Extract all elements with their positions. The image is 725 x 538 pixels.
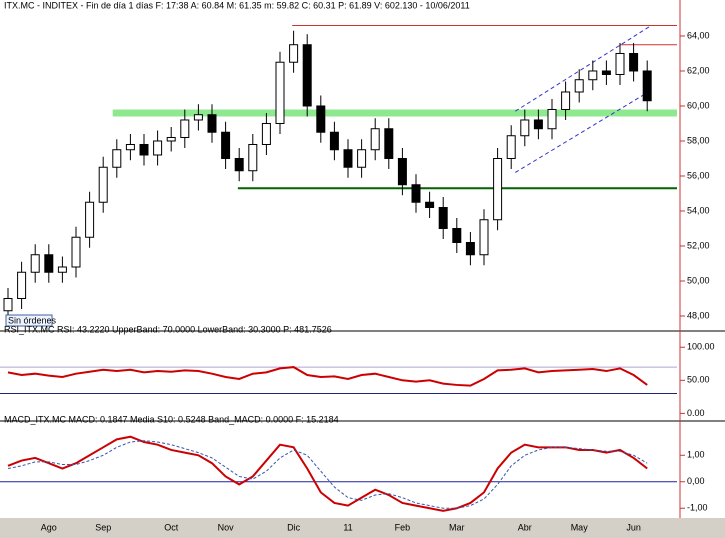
candle-body [397,157,407,186]
candle-body [207,114,217,133]
candle-body [629,52,639,72]
x-tick-label: Abr [518,522,532,532]
candle-body [125,143,135,151]
x-tick-label: 11 [343,522,352,532]
y-tick-label: 58,00 [687,135,710,145]
candle-body [275,61,285,124]
candle-body [44,254,54,273]
series-line [7,440,648,509]
candle-body [234,157,244,172]
x-tick-label: Feb [395,522,411,532]
y-tick-label: 62,00 [687,65,710,75]
candle-body [139,143,149,156]
candle-body [261,122,271,145]
candle-body [601,70,611,75]
candle-body [465,241,475,256]
x-tick-label: Dic [287,522,300,532]
panel-header: MACD_ITX.MC MACD: 0.1847 Media S10: 0.52… [4,414,339,424]
x-tick-label: Jun [626,522,641,532]
candle-body [533,119,543,130]
candle-body [289,44,299,63]
y-tick-label: 56,00 [687,170,710,180]
candle-body [357,149,367,168]
y-tick-label: 50.00 [687,375,710,385]
y-tick-label: 1,00 [687,450,705,460]
candle-body [85,201,95,238]
candle-body [493,157,503,221]
panel-header: RSI_ITX.MC RSI: 43.2220 UpperBand: 70.00… [4,324,332,334]
candle-body [248,143,258,172]
x-tick-label: Sep [95,522,111,532]
y-tick-label: 100.00 [687,342,715,352]
candle-body [17,271,27,299]
candle-body [343,149,353,168]
candle-body [588,70,598,81]
candle-body [615,52,625,75]
candle-body [302,44,312,107]
candle-body [180,119,190,138]
annotation-box [5,314,53,327]
candle-body [112,149,122,168]
candle-body [221,131,231,159]
y-tick-label: -1,00 [687,503,708,513]
candle-body [329,131,339,151]
y-tick-label: 50,00 [687,275,710,285]
candle-body [561,91,571,110]
time-axis-strip [0,518,725,538]
candle-body [506,135,516,159]
annotation: Sin órdenes [8,315,57,325]
y-tick-label: 0,00 [687,476,705,486]
candle-body [425,201,435,208]
candle-body [3,297,13,312]
candle-body [642,70,652,102]
series-line [7,435,648,512]
series-line [7,366,648,387]
candle-body [479,219,489,256]
x-tick-label: Oct [164,522,179,532]
candle-body [71,236,81,268]
x-tick-label: Nov [218,522,235,532]
candle-body [316,105,326,133]
trend-line [515,89,652,173]
candle-body [98,166,108,203]
x-tick-label: Mar [449,522,465,532]
candle-body [153,140,163,156]
y-tick-label: 0.00 [687,408,705,418]
candle-body [166,136,176,142]
candle-body [411,184,421,203]
y-tick-label: 54,00 [687,205,710,215]
candle-body [370,128,380,151]
trend-line [515,25,652,112]
y-tick-label: 52,00 [687,240,710,250]
candle-body [30,254,40,273]
candle-body [452,227,462,243]
candle-body [547,108,557,130]
x-tick-label: Ago [41,522,57,532]
candle-body [438,206,448,229]
y-tick-label: 60,00 [687,100,710,110]
y-tick-label: 64,00 [687,30,710,40]
candle-body [520,119,530,137]
x-tick-label: May [571,522,589,532]
candle-body [193,114,203,121]
candle-body [384,128,394,159]
y-tick-label: 48,00 [687,310,710,320]
candle-body [57,266,67,273]
candle-body [574,79,584,93]
panel-header: ITX.MC - INDITEX - Fin de día 1 días F: … [4,0,470,10]
